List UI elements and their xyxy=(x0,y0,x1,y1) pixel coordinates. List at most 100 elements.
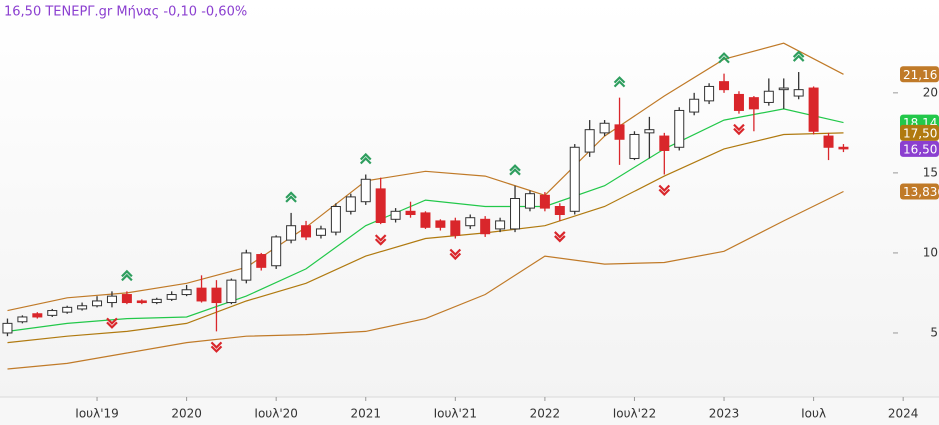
candle-body xyxy=(584,129,595,153)
candle-body xyxy=(420,212,431,228)
candle-body xyxy=(405,210,416,216)
candle-body xyxy=(62,306,73,313)
candle-body xyxy=(166,294,177,300)
x-tick-label: 2024 xyxy=(888,407,919,421)
candle-body xyxy=(704,85,715,102)
candle-body xyxy=(92,300,103,307)
candle-body xyxy=(32,313,43,318)
candle-body xyxy=(286,225,297,241)
candle-body xyxy=(196,287,207,302)
candle-body xyxy=(808,87,819,132)
candle-body xyxy=(211,287,222,304)
buy-signal xyxy=(613,76,626,88)
candle-body xyxy=(748,97,759,110)
candle-body xyxy=(480,218,491,235)
sell-signal xyxy=(106,317,118,329)
buy-signal xyxy=(121,269,133,282)
candle-body xyxy=(778,87,789,91)
candle-body xyxy=(554,206,565,216)
price-tag-label: 13,836 xyxy=(903,185,939,199)
x-tick-label: Ιουλ'22 xyxy=(613,407,657,421)
candle-body xyxy=(644,129,655,134)
sell-signal xyxy=(374,234,387,246)
buy-signal xyxy=(509,164,521,176)
x-tick-label: 2021 xyxy=(350,407,381,421)
candle-body xyxy=(315,228,326,236)
candle-body xyxy=(301,225,312,238)
candle-body xyxy=(733,93,744,111)
candle-body xyxy=(435,220,446,228)
candle-body xyxy=(271,236,282,267)
band-line xyxy=(7,132,844,344)
candle-body xyxy=(241,252,252,281)
x-tick-label: 2023 xyxy=(709,407,740,421)
price-tag-label: 16,50 xyxy=(903,142,937,156)
candle-body xyxy=(256,254,267,268)
y-tick-label: 15 xyxy=(923,165,938,179)
sell-signal xyxy=(554,231,566,243)
buy-signal xyxy=(718,52,730,64)
candle-body xyxy=(719,81,730,91)
candle-body xyxy=(360,178,371,203)
x-tick-label: Ιουλ'20 xyxy=(254,407,298,421)
candle-body xyxy=(181,289,192,296)
candle-body xyxy=(226,279,237,304)
candle-body xyxy=(77,305,88,310)
band-line xyxy=(7,108,844,332)
price-tag xyxy=(900,124,939,141)
price-tag-label: 21,16 xyxy=(903,68,937,82)
chart-title: 16,50 ΤΕΝΕΡΓ.gr Μήνας -0,10 -0,60% xyxy=(4,5,247,20)
candle-body xyxy=(599,122,610,134)
y-tick-label: 10 xyxy=(923,245,938,259)
buy-signal xyxy=(359,152,372,165)
candle-body xyxy=(838,146,849,150)
candle-body xyxy=(47,310,58,316)
x-tick-label: Ιουλ'21 xyxy=(434,407,478,421)
candle-body xyxy=(614,124,625,140)
price-tag xyxy=(900,66,939,83)
candle-body xyxy=(450,220,461,236)
sell-signal xyxy=(658,184,671,197)
sell-signal xyxy=(449,248,462,261)
plot-background xyxy=(0,0,939,397)
candle-body xyxy=(659,135,670,151)
y-tick-label: 20 xyxy=(923,85,938,99)
price-tag-label: 17,50 xyxy=(903,126,937,140)
candle-body xyxy=(524,193,535,209)
x-tick-label: 2022 xyxy=(530,407,561,421)
candle-body xyxy=(121,294,132,304)
band-line xyxy=(7,42,844,312)
candle-body xyxy=(17,316,28,323)
candle-body xyxy=(375,188,386,224)
candle-body xyxy=(465,217,476,227)
candle-body xyxy=(539,194,550,209)
candle-body xyxy=(793,89,804,97)
candle-body xyxy=(674,109,685,148)
candle-body xyxy=(390,210,401,220)
candle-body xyxy=(2,322,13,334)
x-axis-band xyxy=(0,397,939,425)
y-tick-label: 5 xyxy=(930,325,938,339)
sell-signal xyxy=(733,123,745,136)
x-tick-label: Ιουλ xyxy=(801,407,826,421)
buy-signal xyxy=(285,191,297,203)
candle-body xyxy=(345,196,356,212)
candle-body xyxy=(689,98,700,113)
candle-body xyxy=(136,300,147,304)
candle-body xyxy=(823,135,834,148)
candle-body xyxy=(763,90,774,103)
x-tick-label: 2020 xyxy=(171,407,202,421)
price-tag xyxy=(900,140,939,157)
sell-signal xyxy=(210,341,223,353)
candle-body xyxy=(106,295,117,304)
candle-body xyxy=(510,198,521,230)
candle-body xyxy=(151,298,162,304)
x-tick-label: Ιουλ'19 xyxy=(75,407,119,421)
candle-body xyxy=(330,206,341,233)
candle-body xyxy=(569,146,580,212)
band-line xyxy=(7,190,844,370)
candle-body xyxy=(495,220,506,230)
price-tag xyxy=(900,183,939,200)
buy-signal xyxy=(792,50,805,62)
